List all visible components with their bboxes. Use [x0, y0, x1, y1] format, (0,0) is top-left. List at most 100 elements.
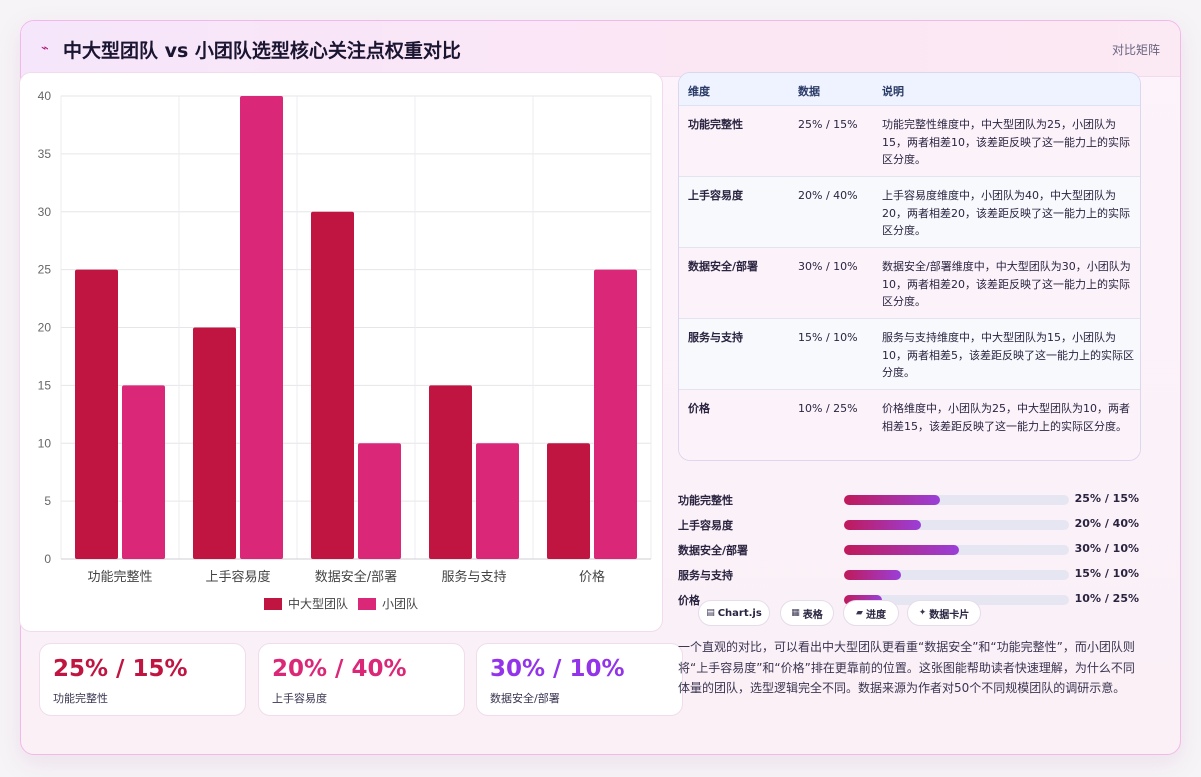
table-header-data: 数据: [798, 85, 820, 98]
table-row: 功能完整性 25% / 15% 功能完整性维度中，中大型团队为25，小团队为15，两…: [679, 106, 1140, 177]
table-header-description: 说明: [882, 85, 904, 98]
bar-large-team: [75, 269, 118, 559]
row-value: 15% / 10%: [798, 331, 858, 344]
stat-card: 20% / 40% 上手容易度: [258, 643, 465, 716]
bar-chart-panel: 0 5 10 15 20 25 30 35 40 功能完整性 上手容易度 数据安全/部署 服务与支持 价格…: [19, 72, 663, 632]
matrix-link[interactable]: 对比矩阵: [1111, 43, 1160, 57]
legend-swatch: [264, 598, 282, 610]
bar-large-team: [311, 211, 354, 559]
progress-row: 数据安全/部署 30% / 10%: [678, 540, 1141, 560]
bar-small-team: [476, 443, 519, 559]
tag-label: 表格: [802, 609, 823, 621]
progress-track: [844, 545, 1069, 555]
legend-swatch: [358, 598, 376, 610]
sparkle-icon: ✦: [918, 608, 927, 618]
row-description: 功能完整性维度中，中大型团队为25，小团队为15，两者相差10，该差距反映了这一…: [882, 118, 1130, 166]
y-tick-label: 10: [38, 436, 52, 450]
row-value: 30% / 10%: [798, 260, 858, 273]
tag-progress[interactable]: ▰ 进度: [843, 600, 899, 626]
stat-value: 30% / 10%: [490, 656, 625, 682]
row-description: 上手容易度维度中，小团队为40，中大型团队为20，两者相差20，该差距反映了这一…: [882, 189, 1130, 237]
progress-label: 上手容易度: [678, 519, 733, 532]
progress-fill: [844, 520, 921, 530]
table-row: 数据安全/部署 30% / 10% 数据安全/部署维度中，中大型团队为30，小团队为…: [679, 248, 1140, 319]
bar-small-team: [358, 443, 401, 559]
tag-table[interactable]: ▦ 表格: [780, 600, 834, 626]
progress-fill: [844, 545, 959, 555]
row-dimension: 服务与支持: [688, 331, 743, 344]
table-row: 服务与支持 15% / 10% 服务与支持维度中，中大型团队为15，小团队为10，两…: [679, 319, 1140, 390]
stat-value: 20% / 40%: [272, 656, 407, 682]
legend-label: 小团队: [382, 596, 418, 611]
row-description: 价格维度中，小团队为25，中大型团队为10，两者相差15，该差距反映了这一能力上…: [882, 402, 1130, 433]
row-value: 10% / 25%: [798, 402, 858, 415]
stat-label: 上手容易度: [272, 692, 327, 705]
x-tick-label: 数据安全/部署: [315, 569, 397, 585]
x-tick-label: 价格: [579, 569, 605, 585]
row-dimension: 价格: [688, 402, 710, 415]
table-header-dimension: 维度: [688, 85, 710, 98]
bar-small-team: [240, 96, 283, 559]
tag-label: Chart.js: [717, 607, 762, 619]
progress-label: 数据安全/部署: [678, 544, 749, 557]
progress-track: [844, 520, 1069, 530]
chart-line-icon: ⌁: [41, 41, 49, 56]
row-dimension: 上手容易度: [688, 189, 743, 202]
chart-icon: ▤: [706, 608, 715, 618]
row-value: 25% / 15%: [798, 118, 858, 131]
y-tick-label: 15: [38, 378, 52, 392]
y-tick-label: 25: [38, 263, 52, 277]
tag-sparkle[interactable]: ✦ 数据卡片: [907, 600, 981, 626]
progress-row: 功能完整性 25% / 15%: [678, 490, 1141, 510]
progress-icon: ▰: [856, 608, 863, 618]
y-tick-label: 5: [44, 494, 51, 508]
stat-label: 数据安全/部署: [490, 692, 560, 705]
progress-label: 价格: [678, 594, 700, 607]
progress-fill: [844, 495, 940, 505]
stat-label: 功能完整性: [53, 692, 108, 705]
progress-row: 服务与支持 15% / 10%: [678, 565, 1141, 585]
row-dimension: 数据安全/部署: [688, 260, 759, 273]
row-description: 服务与支持维度中，中大型团队为15，小团队为10，两者相差5，该差距反映了这一能…: [882, 331, 1134, 379]
bar-large-team: [547, 443, 590, 559]
x-tick-label: 服务与支持: [441, 569, 506, 585]
tag-label: 数据卡片: [929, 609, 970, 621]
x-tick-label: 上手容易度: [205, 569, 270, 585]
progress-value: 15% / 10%: [1074, 567, 1139, 580]
bar-chart: 0 5 10 15 20 25 30 35 40 功能完整性 上手容易度 数据安全/部署 服务与支持 价格…: [38, 89, 652, 611]
bar-small-team: [122, 385, 165, 559]
row-dimension: 功能完整性: [688, 118, 743, 131]
y-tick-label: 20: [38, 321, 52, 335]
progress-value: 25% / 15%: [1074, 492, 1139, 505]
y-tick-label: 35: [38, 147, 52, 161]
comparison-table: 维度 数据 说明 功能完整性 25% / 15% 功能完整性维度中，中大型团队为25…: [678, 72, 1141, 461]
table-icon: ▦: [791, 608, 800, 618]
y-tick-label: 40: [38, 89, 52, 103]
table-row: 上手容易度 20% / 40% 上手容易度维度中，小团队为40，中大型团队为20，两…: [679, 177, 1140, 248]
progress-label: 功能完整性: [678, 494, 733, 507]
card-header: ⌁ 中大型团队 vs 小团队选型核心关注点权重对比 对比矩阵: [21, 21, 1180, 77]
stat-card: 25% / 15% 功能完整性: [39, 643, 246, 716]
summary-text: 一个直观的对比，可以看出中大型团队更看重“数据安全”和“功能完整性”，而小团队则…: [678, 640, 1135, 695]
row-description: 数据安全/部署维度中，中大型团队为30，小团队为10，两者相差20，该差距反映了…: [882, 260, 1131, 308]
progress-track: [844, 495, 1069, 505]
progress-track: [844, 570, 1069, 580]
progress-label: 服务与支持: [678, 569, 733, 582]
table-row: 价格 10% / 25% 价格维度中，小团队为25，中大型团队为10，两者相差15，…: [679, 390, 1140, 460]
bar-large-team: [429, 385, 472, 559]
tag-chart[interactable]: ▤ Chart.js: [698, 600, 770, 626]
progress-value: 20% / 40%: [1074, 517, 1139, 530]
row-value: 20% / 40%: [798, 189, 858, 202]
table-header: 维度 数据 说明: [679, 73, 1140, 106]
progress-value: 30% / 10%: [1074, 542, 1139, 555]
stat-card: 30% / 10% 数据安全/部署: [476, 643, 683, 716]
y-tick-label: 30: [38, 205, 52, 219]
progress-row: 上手容易度 20% / 40%: [678, 515, 1141, 535]
y-tick-label: 0: [44, 552, 51, 566]
bar-large-team: [193, 327, 236, 559]
progress-value: 10% / 25%: [1074, 592, 1139, 605]
tag-label: 进度: [865, 609, 886, 621]
x-tick-label: 功能完整性: [87, 570, 152, 585]
legend-label: 中大型团队: [288, 596, 348, 611]
page-title: 中大型团队 vs 小团队选型核心关注点权重对比: [63, 40, 461, 62]
